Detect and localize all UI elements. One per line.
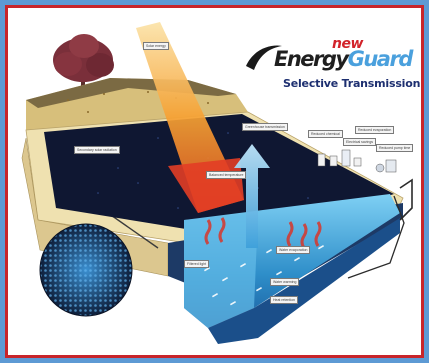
heat-waves bbox=[204, 217, 322, 249]
callout-label: Reduced chemical bbox=[308, 130, 343, 138]
callout-label: Reduced evaporation bbox=[355, 126, 395, 134]
logo-brand-part1: Energy bbox=[274, 47, 349, 71]
evaporation-arrow bbox=[234, 144, 270, 248]
energyguard-logo: new EnergyGuard Selective Transmission bbox=[240, 30, 421, 100]
swoosh-icon bbox=[246, 45, 282, 70]
pool-illustration bbox=[21, 22, 413, 344]
logo-tagline: Selective Transmission bbox=[283, 77, 421, 90]
callout-label: Water evaporation bbox=[276, 246, 311, 254]
logo-brand-text: EnergyGuard bbox=[274, 47, 414, 71]
callout-label: Reduced pump time bbox=[376, 144, 414, 152]
callout-label: Heat retention bbox=[270, 296, 298, 304]
callout-label: Greenhouse transmission bbox=[242, 123, 288, 131]
callout-label: Solar energy bbox=[143, 42, 169, 50]
logo-new-text: new bbox=[332, 36, 363, 52]
illustration-panel: new EnergyGuard Selective Transmission S… bbox=[5, 5, 424, 358]
tree bbox=[53, 34, 114, 86]
callout-label: Balanced temperature bbox=[206, 171, 247, 179]
callout-label: Filtered light bbox=[184, 260, 210, 268]
logo-brand-part2: Guard bbox=[347, 47, 414, 71]
callout-label: Water warming bbox=[270, 278, 300, 286]
pool-equipment bbox=[317, 149, 413, 279]
callout-label: Electrical savings bbox=[343, 138, 377, 146]
callout-label: Secondary solar radiation bbox=[74, 146, 120, 154]
